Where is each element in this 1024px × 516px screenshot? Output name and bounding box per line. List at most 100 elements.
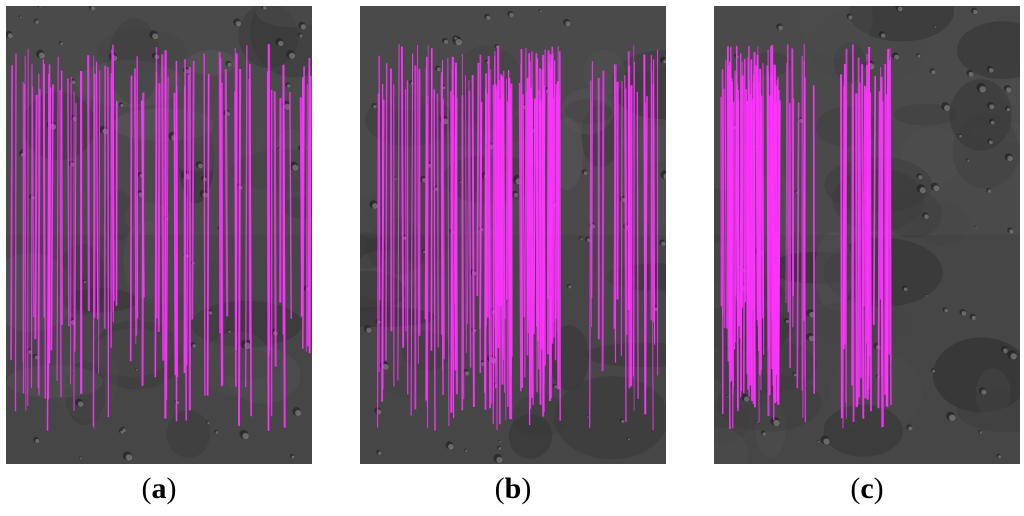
crater-rim (944, 105, 950, 111)
match-line (785, 62, 788, 304)
crater-rim (262, 6, 267, 10)
terrain-patch (714, 338, 818, 394)
crater-rim (464, 371, 470, 376)
crater-rim (795, 191, 798, 194)
match-line (842, 86, 845, 429)
match-line (440, 71, 444, 396)
crater-rim (423, 250, 426, 254)
crater-rim (979, 86, 986, 93)
crater-rim (382, 363, 389, 370)
match-line (620, 81, 623, 356)
match-line (866, 91, 870, 390)
crater-rim (663, 60, 666, 63)
match-line (858, 82, 862, 379)
caption-close-paren: ) (873, 472, 884, 505)
match-line (436, 93, 440, 348)
terrain-patch (564, 99, 613, 124)
match-line (747, 87, 750, 390)
match-line (465, 75, 467, 353)
crater-rim (7, 33, 13, 39)
panel-a (6, 6, 312, 464)
terrain-patch (226, 347, 301, 404)
terrain-patch (219, 349, 279, 381)
crater-rim (448, 443, 454, 450)
match-line (157, 83, 161, 333)
crater-rim (120, 103, 124, 107)
match-line (525, 91, 529, 356)
match-line (10, 65, 14, 361)
match-line (37, 88, 41, 388)
match-line (14, 53, 17, 412)
crater-rim (1006, 87, 1012, 93)
terrain-patch (202, 331, 273, 397)
caption-c: (c) (714, 474, 1020, 504)
crater-rim (486, 15, 491, 20)
match-line (796, 102, 800, 389)
match-line (888, 59, 892, 406)
terrain-patch (893, 103, 958, 126)
crater-rim (773, 419, 780, 427)
crater-rim (981, 389, 987, 395)
match-line (857, 57, 861, 398)
terrain-patch (166, 410, 211, 458)
terrain-patch (146, 377, 252, 458)
crater-rim (125, 454, 133, 461)
match-line (249, 63, 252, 417)
match-line (760, 95, 764, 319)
crater-rim (568, 285, 572, 289)
terrain-patch (848, 6, 954, 42)
crater-rim (299, 34, 303, 38)
crater-rim (979, 431, 983, 434)
terrain-patch (186, 49, 236, 76)
match-line (31, 86, 35, 318)
crater-rim (227, 62, 232, 67)
terrain-patch (512, 393, 567, 438)
match-line (206, 74, 210, 396)
match-line (410, 53, 414, 416)
caption-close-paren: ) (166, 472, 177, 505)
crater-rim (565, 21, 571, 27)
terrain-patch (256, 6, 312, 28)
match-line (417, 44, 419, 364)
match-line (548, 67, 553, 401)
crater-rim (444, 39, 448, 44)
crater-rim (35, 438, 40, 443)
match-line (842, 63, 846, 350)
match-line (851, 44, 855, 423)
crater-rim (661, 241, 666, 246)
match-line (844, 48, 848, 345)
terrain-patch (64, 288, 137, 313)
crater-rim (366, 327, 372, 333)
match-line (500, 74, 504, 385)
match-line (507, 69, 510, 408)
match-line (498, 99, 502, 425)
match-line (301, 66, 305, 349)
crater-rim (908, 426, 913, 431)
match-line (527, 58, 530, 321)
terrain-patch (478, 72, 510, 103)
lunar-image-b (360, 6, 666, 464)
crater-rim (627, 438, 630, 441)
crater-rim (34, 355, 39, 360)
match-line (750, 99, 754, 385)
match-line (238, 68, 242, 426)
match-line (59, 90, 62, 397)
match-line (299, 97, 303, 306)
match-line (447, 57, 450, 427)
caption-a: (a) (6, 474, 312, 504)
crater-rim (918, 175, 923, 180)
crater-rim (192, 344, 196, 348)
crater-rim (499, 440, 501, 443)
match-line (283, 64, 286, 341)
match-line (885, 94, 889, 407)
match-line (43, 63, 46, 399)
crater-rim (903, 287, 908, 291)
caption-close-paren: ) (521, 472, 532, 505)
match-line (289, 91, 292, 319)
match-line (812, 85, 815, 394)
match-line (74, 103, 77, 352)
match-line (550, 46, 554, 299)
crater-rim (988, 67, 994, 73)
crater-rim (961, 311, 966, 316)
match-line (98, 70, 101, 374)
